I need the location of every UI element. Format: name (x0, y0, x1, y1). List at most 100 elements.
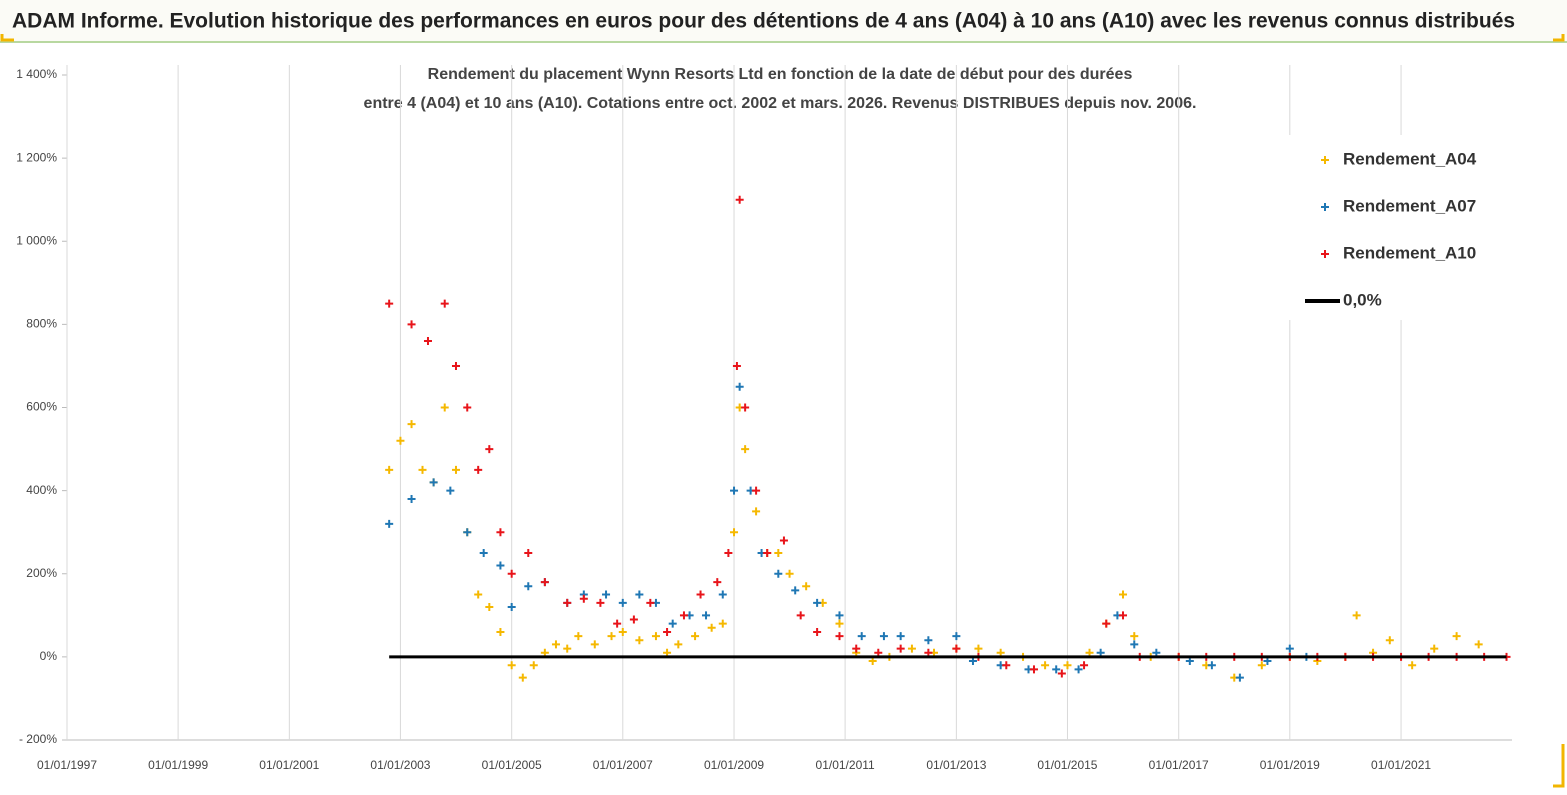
data-point (741, 403, 750, 412)
data-point (451, 465, 460, 474)
data-point (651, 632, 660, 641)
chart-title: entre 4 (A04) et 10 ans (A10). Cotations… (364, 95, 1197, 112)
data-point (396, 436, 405, 445)
data-point (813, 627, 822, 636)
legend-box (1282, 135, 1512, 320)
data-point (385, 519, 394, 528)
corner (1553, 744, 1565, 788)
data-point (1130, 632, 1139, 641)
data-point (1119, 590, 1128, 599)
data-point (618, 598, 627, 607)
data-point (385, 465, 394, 474)
data-point (1002, 661, 1011, 670)
data-point (974, 644, 983, 653)
data-point (540, 578, 549, 587)
y-tick-label: 1 400% (16, 67, 57, 81)
data-point (674, 640, 683, 649)
y-tick-label: 200% (26, 566, 57, 580)
data-point (496, 561, 505, 570)
x-tick-label: 01/01/1999 (148, 758, 208, 772)
x-tick-label: 01/01/2013 (926, 758, 986, 772)
x-tick-label: 01/01/2009 (704, 758, 764, 772)
x-tick-label: 01/01/2017 (1149, 758, 1209, 772)
data-point (741, 445, 750, 454)
data-point (407, 420, 416, 429)
data-point (724, 548, 733, 557)
data-point (763, 548, 772, 557)
data-point (952, 632, 961, 641)
data-point (663, 627, 672, 636)
data-point (518, 673, 527, 682)
data-point (529, 661, 538, 670)
corner (0, 34, 14, 42)
x-tick-label: 01/01/2003 (370, 758, 430, 772)
data-point (835, 632, 844, 641)
data-point (1408, 661, 1417, 670)
legend-swatch (1321, 156, 1329, 164)
data-point (596, 598, 605, 607)
data-point (385, 299, 394, 308)
data-point (1130, 640, 1139, 649)
legend-swatch (1321, 203, 1329, 211)
x-tick-label: 01/01/1997 (37, 758, 97, 772)
data-point (613, 619, 622, 628)
data-point (713, 578, 722, 587)
data-point (1052, 665, 1061, 674)
data-point (429, 478, 438, 487)
data-point (579, 594, 588, 603)
y-tick-label: 1 200% (16, 150, 57, 164)
data-point (1257, 661, 1266, 670)
data-point (1102, 619, 1111, 628)
data-point (618, 627, 627, 636)
data-point (796, 611, 805, 620)
data-point (732, 361, 741, 370)
data-point (1352, 611, 1361, 620)
data-point (952, 644, 961, 653)
data-point (702, 611, 711, 620)
data-point (607, 632, 616, 641)
data-point (507, 661, 516, 670)
legend-swatch (1321, 250, 1329, 258)
data-point (590, 640, 599, 649)
data-point (563, 598, 572, 607)
data-point (752, 507, 761, 516)
data-point (524, 548, 533, 557)
data-point (730, 528, 739, 537)
data-point (602, 590, 611, 599)
data-point (446, 486, 455, 495)
data-point (479, 548, 488, 557)
data-point (507, 569, 516, 578)
data-point (896, 644, 905, 653)
data-point (791, 586, 800, 595)
x-tick-label: 01/01/2015 (1037, 758, 1097, 772)
data-point (1385, 636, 1394, 645)
y-tick-label: 400% (26, 483, 57, 497)
data-point (1119, 611, 1128, 620)
data-point (485, 603, 494, 611)
header-title: ADAM Informe. Evolution historique des p… (12, 10, 1515, 33)
data-point (635, 636, 644, 645)
data-point (718, 590, 727, 599)
data-point (857, 632, 866, 641)
data-point (735, 382, 744, 391)
data-point (813, 598, 822, 607)
data-point (696, 590, 705, 599)
data-point (1041, 661, 1050, 670)
data-point (835, 619, 844, 628)
data-point (507, 603, 516, 611)
y-tick-label: 0% (40, 649, 58, 663)
data-point (1080, 661, 1089, 670)
data-point (924, 636, 933, 645)
data-point (774, 569, 783, 578)
data-point (1430, 644, 1439, 653)
data-point (524, 582, 533, 591)
data-point (496, 627, 505, 636)
legend-label: Rendement_A04 (1343, 149, 1477, 168)
data-point (802, 582, 811, 591)
x-tick-label: 01/01/2007 (593, 758, 653, 772)
data-point (635, 590, 644, 599)
data-point (1285, 644, 1294, 653)
data-point (785, 569, 794, 578)
data-point (1452, 632, 1461, 641)
x-tick-label: 01/01/2011 (816, 758, 875, 772)
